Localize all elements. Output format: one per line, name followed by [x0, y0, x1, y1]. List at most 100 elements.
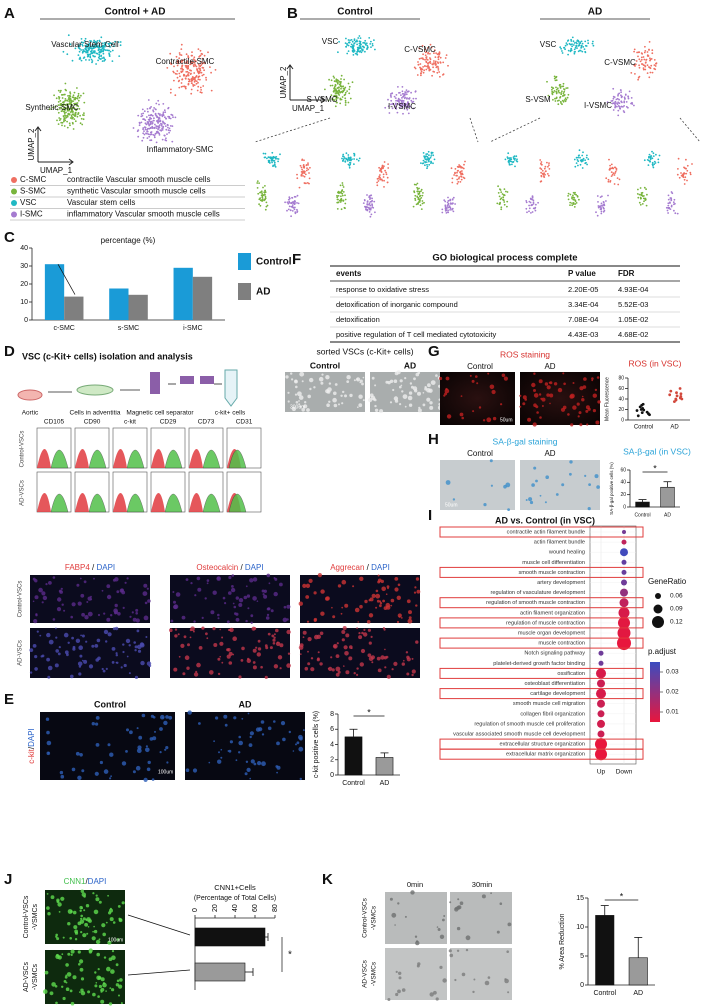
umap-dot [207, 51, 209, 53]
cell [439, 966, 442, 969]
cell [48, 581, 52, 585]
umap-dot [370, 194, 372, 196]
umap-dot [348, 92, 350, 94]
cell [41, 655, 43, 657]
cell [359, 577, 363, 581]
cell [360, 662, 364, 666]
cell [212, 627, 215, 630]
label: 50um [500, 417, 513, 423]
umap-dot [345, 199, 347, 201]
cell [595, 474, 599, 478]
umap-dot [652, 165, 654, 167]
table-cell: positive regulation of T cell mediated c… [336, 330, 496, 339]
umap-dot [168, 132, 170, 134]
umap-dot [530, 202, 532, 204]
cell [159, 727, 163, 731]
umap-dot [647, 72, 649, 74]
cell [462, 973, 466, 977]
umap-dot [420, 197, 422, 199]
cell [374, 384, 376, 386]
cell [174, 634, 177, 637]
label: c-kit [124, 419, 136, 426]
cell [110, 969, 115, 974]
cell [224, 602, 226, 604]
umap-dot [600, 196, 602, 198]
legend-dot [652, 616, 664, 628]
umap-dot [653, 167, 655, 169]
umap-dot [172, 71, 174, 73]
cell [398, 584, 401, 587]
cell [410, 890, 414, 894]
umap-dot [387, 99, 389, 101]
cell [381, 580, 384, 583]
umap-dot [428, 159, 430, 161]
label: VSC [540, 40, 557, 49]
point [636, 409, 639, 412]
umap-dot [497, 185, 499, 187]
umap-dot [164, 123, 166, 125]
cell [39, 635, 41, 637]
cell [86, 904, 89, 907]
cell [387, 381, 390, 384]
x-tick-label: 80 [272, 904, 279, 912]
umap-dot [452, 199, 454, 201]
umap-dot [342, 195, 344, 197]
x-tick-label: 40 [232, 904, 239, 912]
cell [591, 380, 593, 382]
umap-dot [655, 154, 657, 156]
cell [118, 918, 120, 920]
umap-dot [66, 100, 68, 102]
umap-dot [344, 89, 346, 91]
bar [661, 487, 675, 507]
umap-dot [669, 201, 671, 203]
y-tick-label: 20 [620, 492, 626, 498]
cell [122, 651, 124, 653]
legend-label: AD [256, 287, 270, 298]
table-header: FDR [618, 269, 635, 278]
umap-dot [418, 188, 420, 190]
umap-dot [439, 53, 441, 55]
cell [257, 761, 261, 765]
label: AD-VSCs [18, 640, 24, 666]
label: Cells in adventitia [70, 410, 121, 417]
umap-dot [677, 213, 679, 215]
cell [138, 736, 142, 740]
umap-dot [171, 141, 173, 143]
umap-dot [449, 199, 451, 201]
cell [341, 402, 343, 404]
cell [205, 632, 208, 635]
umap-dot [69, 91, 71, 93]
cell [98, 968, 100, 970]
umap-dot [562, 52, 564, 54]
cell [73, 975, 77, 979]
umap-dot [454, 203, 456, 205]
cell [470, 375, 472, 377]
cell [519, 395, 521, 397]
umap-dot [368, 196, 370, 198]
umap-dot [102, 50, 104, 52]
umap-dot [343, 88, 345, 90]
umap-dot [516, 158, 518, 160]
umap-dot [613, 98, 615, 100]
y-tick-label: 0 [330, 772, 334, 779]
umap-dot [640, 198, 642, 200]
cell [307, 651, 309, 653]
umap-dot [448, 200, 450, 202]
umap-dot [433, 71, 435, 73]
cell [328, 668, 330, 670]
umap-dot [689, 172, 691, 174]
label: -VSMCs [32, 963, 39, 990]
umap-dot [292, 204, 294, 206]
cell [406, 673, 409, 676]
cell [197, 588, 201, 592]
umap-dot [165, 125, 167, 127]
cell [109, 987, 111, 989]
cell [579, 386, 583, 390]
umap-dot [414, 198, 416, 200]
stain-part: Aggrecan [330, 563, 364, 572]
umap-dot [600, 213, 602, 215]
umap-dot [597, 215, 599, 217]
umap-dot [636, 60, 638, 62]
umap-dot [78, 93, 80, 95]
